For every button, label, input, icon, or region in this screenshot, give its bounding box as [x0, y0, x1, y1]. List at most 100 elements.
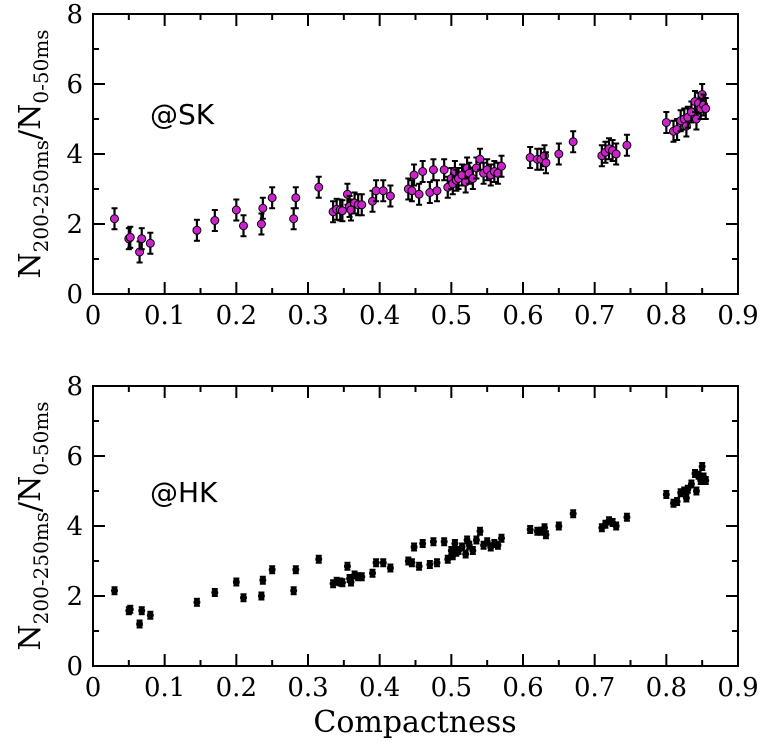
y-axis-label: N200-250ms/N0-50ms [13, 29, 53, 278]
marker [258, 203, 268, 213]
data-point [146, 610, 154, 620]
marker [239, 221, 248, 231]
y-tick-label: 4 [66, 140, 83, 170]
marker [259, 576, 267, 584]
data-point [598, 523, 606, 533]
x-tick-label: 0.1 [144, 301, 185, 331]
data-point [125, 225, 135, 249]
data-point [439, 158, 449, 182]
marker [451, 540, 459, 547]
data-point [291, 186, 301, 210]
marker [623, 513, 631, 521]
marker [256, 219, 266, 229]
data-point [369, 568, 376, 578]
data-point [468, 167, 478, 190]
data-point [541, 523, 548, 533]
marker [314, 182, 324, 192]
marker [497, 161, 506, 171]
marker [476, 527, 484, 535]
data-point [612, 521, 620, 531]
x-tick-label: 0.7 [574, 301, 615, 331]
marker [231, 205, 241, 215]
data-point [622, 133, 632, 157]
marker [357, 200, 367, 210]
data-point [432, 179, 442, 203]
marker [137, 234, 147, 244]
marker [378, 186, 388, 196]
marker [347, 578, 355, 586]
data-point [687, 479, 695, 489]
data-point [257, 591, 265, 601]
data-point [258, 196, 268, 220]
marker [462, 550, 470, 558]
marker [292, 566, 300, 574]
marker [432, 186, 442, 196]
marker [125, 232, 135, 242]
data-point [289, 207, 299, 231]
x-tick-label: 0.5 [431, 301, 472, 331]
y-tick-label: 6 [66, 70, 83, 100]
y-tick-label: 8 [66, 0, 83, 30]
marker [193, 598, 201, 606]
marker [554, 149, 564, 159]
plot-frame [92, 13, 739, 295]
data-point [682, 493, 690, 503]
marker [475, 154, 485, 164]
y-tick-label: 0 [66, 280, 83, 310]
x-axis-label: Compactness [313, 705, 516, 740]
marker [555, 522, 563, 530]
data-point [240, 593, 247, 603]
marker [410, 543, 418, 551]
x-tick-label: 0.6 [502, 301, 543, 331]
marker [673, 498, 681, 505]
y-tick-label: 0 [66, 652, 83, 682]
data-point [409, 163, 419, 187]
y-tick-label: 8 [66, 372, 83, 402]
marker [408, 559, 416, 567]
marker [682, 494, 690, 502]
data-point [259, 575, 267, 585]
marker [494, 541, 502, 549]
marker [146, 611, 154, 619]
data-point [372, 558, 380, 568]
data-point [239, 214, 248, 238]
data-point [358, 572, 366, 582]
marker [372, 559, 380, 567]
x-tick-label: 0.7 [574, 673, 615, 703]
marker [211, 589, 219, 596]
data-point [428, 158, 438, 182]
marker [661, 118, 671, 127]
axis-ticks: 0 0.1 0.2 0.3 0.4 0.5 0.6 0.7 0.8 0.9 0 2 4 6 8 [66, 372, 758, 703]
marker [415, 562, 423, 570]
data-point [136, 619, 144, 629]
data-point [315, 554, 323, 564]
x-tick-label: 0.8 [646, 301, 687, 331]
data-point [462, 549, 470, 559]
y-tick-label: 4 [66, 512, 83, 542]
marker [110, 214, 119, 224]
data-point [555, 521, 563, 531]
marker [622, 140, 632, 150]
x-tick-label: 0.9 [717, 673, 758, 703]
data-point [267, 186, 277, 210]
marker [385, 191, 395, 201]
marker [136, 620, 144, 628]
data-point [385, 184, 395, 208]
marker [145, 238, 155, 248]
data-point [698, 462, 706, 471]
data-point [692, 486, 700, 496]
marker [418, 167, 428, 176]
data-point [541, 151, 551, 175]
marker [111, 587, 118, 595]
data-point [210, 209, 220, 232]
data-point [290, 586, 298, 596]
marker [210, 216, 220, 225]
marker [289, 214, 299, 224]
marker [126, 605, 134, 613]
data-point [110, 207, 119, 231]
data-point [662, 490, 670, 499]
x-tick-label: 0.3 [287, 301, 328, 331]
data-point [475, 147, 485, 171]
marker [701, 104, 711, 113]
marker [698, 463, 706, 470]
